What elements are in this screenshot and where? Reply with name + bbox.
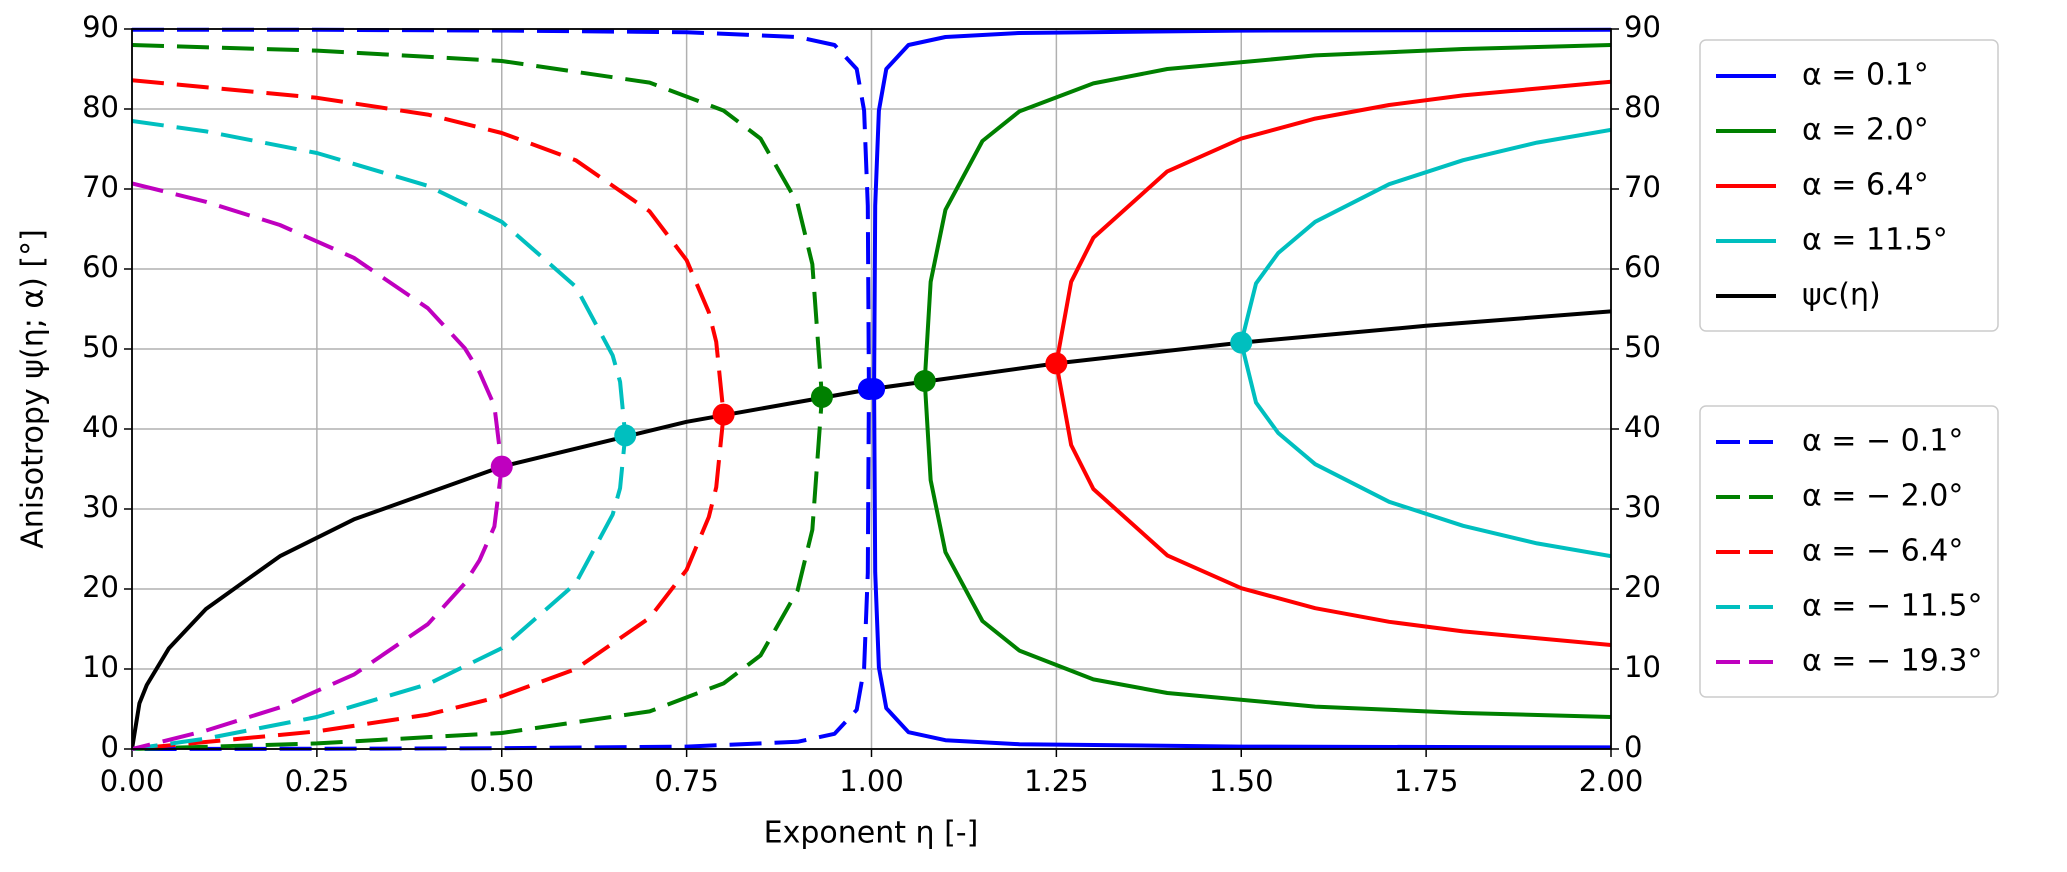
legend-box [1699, 405, 1999, 698]
x-tick-label: 1.50 [1209, 764, 1274, 798]
y2-tick-label: 20 [1624, 570, 1661, 604]
crossing-marker [1045, 352, 1068, 375]
y2-tick-label: 80 [1624, 90, 1661, 124]
legend-label: α = − 11.5° [1802, 589, 1982, 624]
x-tick-label: 1.00 [839, 764, 904, 798]
crossing-marker [857, 378, 880, 400]
y-tick-label: 90 [82, 10, 119, 44]
x-axis-label: Exponent η [-] [764, 816, 979, 851]
y2-tick-label: 60 [1624, 250, 1661, 284]
crossing-marker [490, 455, 513, 478]
y2-tick-label: 0 [1624, 730, 1642, 764]
x-tick-label: 0.50 [469, 764, 534, 798]
legend-label: α = 6.4° [1802, 168, 1929, 203]
y-tick-label: 50 [82, 330, 119, 364]
y-tick-label: 10 [82, 650, 119, 684]
series-line [132, 78, 726, 751]
y2-tick-label: 50 [1624, 330, 1661, 364]
legend-label: α = 2.0° [1802, 113, 1929, 148]
y2-tick-label: 30 [1624, 490, 1661, 524]
crossing-marker [712, 403, 735, 426]
plot-frame [131, 28, 1612, 750]
x-tick-label: 0.25 [285, 764, 350, 798]
y-tick-label: 80 [82, 90, 119, 124]
series-line [922, 43, 1611, 719]
legend-label: α = 11.5° [1802, 223, 1948, 258]
crossing-marker [810, 386, 833, 408]
y2-tick-label: 40 [1624, 410, 1661, 444]
x-tick-label: 0.75 [654, 764, 719, 798]
legend-label: α = 0.1° [1802, 58, 1929, 93]
y-tick-label: 30 [82, 490, 119, 524]
y-tick-label: 0 [101, 730, 119, 764]
y2-tick-label: 10 [1624, 650, 1661, 684]
crossing-marker [1230, 331, 1253, 354]
series-line [132, 43, 824, 751]
y-tick-label: 70 [82, 170, 119, 204]
legend-box [1699, 39, 1999, 332]
y2-tick-label: 70 [1624, 170, 1661, 204]
legend-label: α = − 2.0° [1802, 479, 1963, 514]
crossing-marker [614, 424, 637, 447]
legend-label: α = − 0.1° [1802, 424, 1963, 459]
y-axis-label: Anisotropy ψ(η; α) [°] [16, 229, 51, 549]
y-tick-label: 40 [82, 410, 119, 444]
x-tick-label: 1.75 [1394, 764, 1459, 798]
series-line [132, 119, 628, 751]
legend-label: ψc(η) [1802, 278, 1881, 313]
y-tick-label: 60 [82, 250, 119, 284]
y-tick-label: 20 [82, 570, 119, 604]
legend-label: α = − 6.4° [1802, 534, 1963, 569]
x-tick-label: 2.00 [1579, 764, 1644, 798]
y2-tick-label: 90 [1624, 10, 1661, 44]
legend-label: α = − 19.3° [1802, 644, 1982, 679]
x-tick-label: 0.00 [100, 764, 165, 798]
x-tick-label: 1.25 [1024, 764, 1089, 798]
series-line [1054, 79, 1611, 647]
series-line [132, 309, 1611, 750]
crossing-marker [913, 370, 936, 392]
